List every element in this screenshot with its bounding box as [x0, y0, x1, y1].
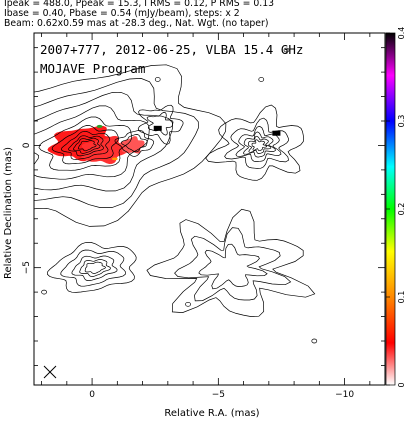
contour-speck	[283, 47, 290, 53]
plot-subtitle: MOJAVE Program	[40, 61, 145, 76]
contour-level	[51, 125, 119, 165]
contour-level	[68, 135, 104, 157]
colorbar-tick-label: 0.1	[397, 291, 406, 304]
contour-level	[38, 116, 132, 171]
contour-level	[79, 259, 111, 277]
contour-level	[146, 112, 174, 136]
contour-level	[60, 249, 126, 287]
colorbar-tick-label: 0.4	[397, 27, 406, 40]
y-tick-label: 0	[22, 142, 32, 148]
stats-line-peak: Ipeak = 488.0, Ppeak = 15.3, I RMS = 0.1…	[4, 0, 275, 9]
contour-level	[73, 137, 101, 154]
y-axis-label: Relative Declination (mas)	[3, 147, 14, 279]
contour-level	[224, 117, 290, 169]
x-axis: 0 −5 −10	[41, 33, 371, 400]
component-core	[34, 64, 227, 227]
polarization-region	[81, 135, 130, 164]
contour-level	[71, 255, 118, 281]
polarization-layer	[47, 124, 145, 164]
contour-level	[60, 130, 111, 160]
contour-speck	[311, 338, 318, 344]
colorbar-ticks: 0 0.1 0.2 0.3 0.4	[386, 27, 406, 388]
contour-level	[47, 241, 137, 293]
contour-level	[34, 64, 227, 227]
contour-level	[34, 91, 174, 192]
contour-level	[146, 208, 316, 317]
contour-level	[34, 105, 150, 180]
polarization-fleck	[96, 124, 103, 128]
polarization-fleck	[111, 157, 118, 161]
component-south-diffuse	[146, 208, 316, 317]
y-tick-label: −5	[22, 261, 32, 274]
contour-level	[121, 134, 148, 153]
component-bend	[137, 104, 184, 145]
contour-speck	[185, 301, 191, 307]
stats-line-base: Ibase = 0.40, Pbase = 0.54 (mJy/beam), s…	[4, 8, 240, 19]
contour-level	[84, 261, 106, 274]
component-south-knot	[47, 241, 137, 293]
x-axis-label: Relative R.A. (mas)	[164, 408, 259, 419]
contour-level	[205, 104, 305, 181]
contour-level	[137, 104, 184, 145]
contour-speck	[258, 77, 265, 82]
colorbar-tick-label: 0.3	[397, 115, 406, 128]
contour-speck	[154, 77, 161, 82]
polarization-block	[272, 130, 281, 136]
contour-level	[235, 125, 282, 162]
polarization-block	[153, 125, 162, 131]
beam-info-line: Beam: 0.62x0.59 mas at -28.3 deg., Nat. …	[4, 18, 269, 29]
x-tick-label: 0	[89, 390, 95, 400]
contour-level	[251, 139, 268, 152]
contour-level	[248, 135, 272, 154]
contour-level	[34, 78, 199, 208]
y-axis: 0 −5	[22, 47, 385, 366]
beam-marker	[43, 365, 57, 379]
colorbar-tick-label: 0.2	[397, 203, 406, 216]
map-content	[34, 47, 318, 344]
plot-title: 2007+777, 2012-06-25, VLBA 15.4 GHz	[40, 42, 303, 57]
contour-layer	[34, 47, 318, 344]
contour-level	[198, 243, 268, 290]
contour-speck	[41, 289, 47, 295]
plot-frame	[33, 32, 386, 386]
component-outer-jet	[205, 104, 305, 181]
contour-level	[77, 140, 97, 152]
contour-level	[242, 131, 276, 158]
x-tick-label: −10	[335, 390, 354, 400]
x-tick-label: −5	[212, 390, 225, 400]
polarization-region	[47, 126, 117, 162]
colorbar-tick-label: 0	[397, 382, 406, 387]
contour-level	[174, 227, 292, 302]
